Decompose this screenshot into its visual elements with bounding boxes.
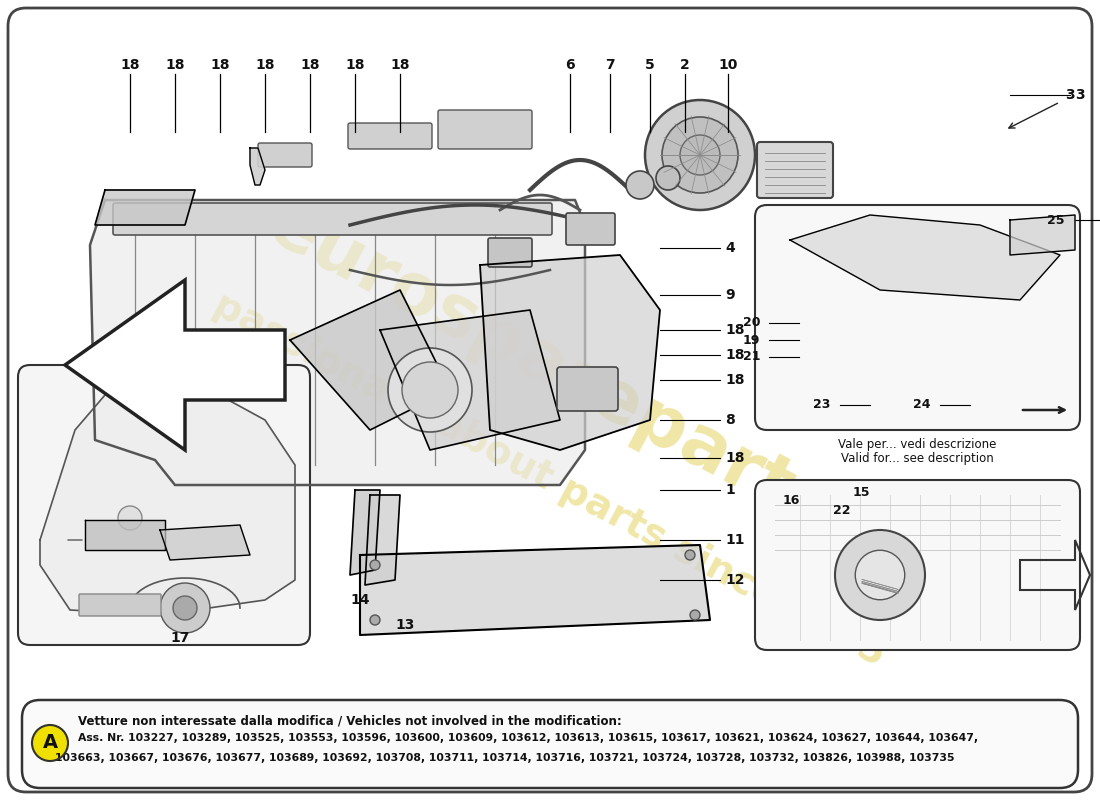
Text: 18: 18	[725, 451, 745, 465]
Text: 15: 15	[852, 486, 870, 498]
Text: 18: 18	[120, 58, 140, 72]
Text: 23: 23	[813, 398, 830, 411]
Text: Ass. Nr. 103227, 103289, 103525, 103553, 103596, 103600, 103609, 103612, 103613,: Ass. Nr. 103227, 103289, 103525, 103553,…	[78, 733, 978, 743]
Circle shape	[402, 362, 458, 418]
Text: 13: 13	[395, 618, 415, 632]
Polygon shape	[290, 290, 450, 430]
Text: 18: 18	[725, 348, 745, 362]
Text: 18: 18	[165, 58, 185, 72]
Text: 3: 3	[1065, 88, 1075, 102]
Polygon shape	[790, 215, 1060, 300]
Polygon shape	[1010, 215, 1075, 255]
Text: 18: 18	[390, 58, 409, 72]
FancyBboxPatch shape	[348, 123, 432, 149]
Circle shape	[656, 166, 680, 190]
Circle shape	[32, 725, 68, 761]
Text: 18: 18	[300, 58, 320, 72]
Polygon shape	[480, 255, 660, 450]
Circle shape	[685, 550, 695, 560]
Text: 5: 5	[645, 58, 654, 72]
Text: 18: 18	[210, 58, 230, 72]
Text: 14: 14	[350, 593, 370, 607]
Circle shape	[626, 171, 654, 199]
FancyBboxPatch shape	[755, 480, 1080, 650]
Text: 18: 18	[255, 58, 275, 72]
Polygon shape	[365, 495, 400, 585]
Text: 20: 20	[742, 317, 760, 330]
Circle shape	[645, 100, 755, 210]
Polygon shape	[85, 520, 165, 550]
FancyBboxPatch shape	[755, 205, 1080, 430]
Text: 11: 11	[725, 533, 745, 547]
Circle shape	[118, 506, 142, 530]
Text: 17: 17	[170, 631, 189, 645]
Text: eurospareparts: eurospareparts	[256, 190, 844, 546]
Text: A: A	[43, 734, 57, 753]
Circle shape	[662, 117, 738, 193]
Circle shape	[370, 615, 379, 625]
Circle shape	[173, 596, 197, 620]
Text: 10: 10	[718, 58, 738, 72]
Text: 6: 6	[565, 58, 575, 72]
Polygon shape	[65, 280, 285, 450]
Text: Vetture non interessate dalla modifica / Vehicles not involved in the modificati: Vetture non interessate dalla modifica /…	[78, 714, 622, 727]
FancyBboxPatch shape	[22, 700, 1078, 788]
Text: Valid for... see description: Valid for... see description	[842, 452, 994, 465]
FancyBboxPatch shape	[557, 367, 618, 411]
Text: 8: 8	[725, 413, 735, 427]
Polygon shape	[95, 190, 195, 225]
Text: 18: 18	[345, 58, 365, 72]
Polygon shape	[40, 385, 295, 615]
Polygon shape	[360, 545, 710, 635]
FancyBboxPatch shape	[757, 142, 833, 198]
Polygon shape	[379, 310, 560, 450]
Text: 18: 18	[725, 373, 745, 387]
Text: 22: 22	[833, 503, 850, 517]
Text: 16: 16	[782, 494, 800, 506]
FancyBboxPatch shape	[488, 238, 532, 267]
Polygon shape	[350, 490, 380, 575]
Text: 18: 18	[725, 323, 745, 337]
Circle shape	[690, 610, 700, 620]
Text: 2: 2	[680, 58, 690, 72]
Polygon shape	[90, 200, 585, 485]
Text: 1: 1	[725, 483, 735, 497]
Circle shape	[680, 135, 720, 175]
Text: 4: 4	[725, 241, 735, 255]
Text: 3: 3	[1075, 88, 1085, 102]
FancyBboxPatch shape	[8, 8, 1092, 792]
Circle shape	[160, 583, 210, 633]
FancyBboxPatch shape	[79, 594, 161, 616]
Circle shape	[835, 530, 925, 620]
FancyBboxPatch shape	[113, 203, 552, 235]
FancyBboxPatch shape	[438, 110, 532, 149]
Circle shape	[370, 560, 379, 570]
Polygon shape	[250, 148, 265, 185]
Text: 25: 25	[1047, 214, 1065, 226]
FancyBboxPatch shape	[258, 143, 312, 167]
Text: passionate about parts since 1985: passionate about parts since 1985	[208, 286, 892, 674]
Text: 7: 7	[605, 58, 615, 72]
Text: 9: 9	[725, 288, 735, 302]
Text: 12: 12	[725, 573, 745, 587]
FancyBboxPatch shape	[566, 213, 615, 245]
FancyBboxPatch shape	[18, 365, 310, 645]
Text: 19: 19	[742, 334, 760, 346]
Circle shape	[388, 348, 472, 432]
Circle shape	[856, 550, 904, 600]
Text: Vale per... vedi descrizione: Vale per... vedi descrizione	[838, 438, 997, 451]
Polygon shape	[160, 525, 250, 560]
Text: 103663, 103667, 103676, 103677, 103689, 103692, 103708, 103711, 103714, 103716, : 103663, 103667, 103676, 103677, 103689, …	[55, 753, 955, 763]
Text: 24: 24	[913, 398, 930, 411]
Text: 21: 21	[742, 350, 760, 363]
